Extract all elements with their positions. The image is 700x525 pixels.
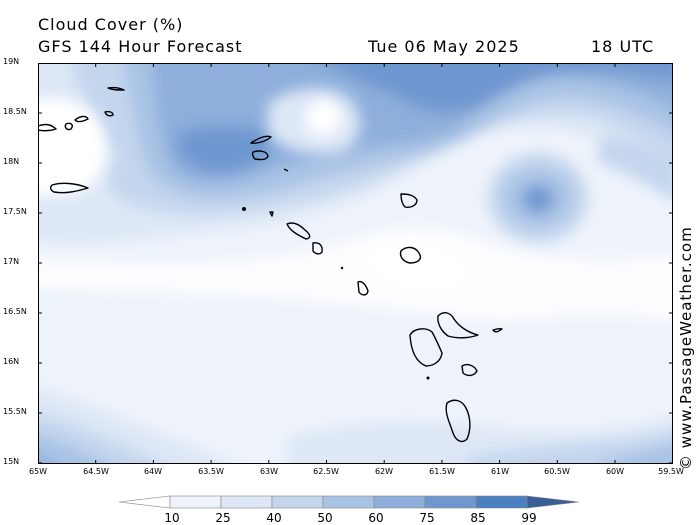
island-dots — [242, 207, 430, 380]
forecast-date: Tue 06 May 2025 — [368, 37, 520, 56]
colorbar-label: 40 — [266, 511, 282, 525]
colorbar-segment — [169, 495, 222, 509]
lon-label: 60W — [605, 467, 625, 476]
lat-ticks — [38, 63, 673, 464]
lon-label: 59.5W — [658, 467, 684, 476]
colorbar-segment — [220, 495, 273, 509]
island — [38, 123, 57, 132]
lon-label: 61.5W — [429, 467, 455, 476]
lon-label: 62.5W — [313, 467, 339, 476]
forecast-label: GFS 144 Hour Forecast — [38, 37, 243, 56]
colorbar-label: 75 — [419, 511, 435, 525]
island — [461, 363, 478, 377]
map-title: Cloud Cover (%) — [38, 15, 184, 34]
island — [64, 122, 73, 131]
lon-label: 62W — [374, 467, 394, 476]
lat-label: 17.5N — [3, 207, 27, 216]
colorbar-segment — [526, 495, 580, 509]
island — [269, 211, 274, 217]
colorbar-label: 50 — [317, 511, 333, 525]
island — [104, 110, 114, 117]
lat-label: 19N — [3, 57, 20, 66]
colorbar-segment — [118, 495, 171, 509]
colorbar-segment — [424, 495, 477, 509]
island-outlines — [38, 86, 503, 443]
island — [50, 182, 89, 194]
colorbar-segment — [271, 495, 324, 509]
island — [74, 115, 89, 123]
colorbar-label: 85 — [470, 511, 486, 525]
credit-text: © www.PassageWeather.com — [677, 226, 695, 470]
colorbar-segment — [322, 495, 375, 509]
island — [399, 246, 422, 264]
lat-label: 17N — [3, 257, 20, 266]
lon-label: 61W — [490, 467, 510, 476]
cloud-cover-field — [38, 63, 673, 464]
cloud-cover-map — [38, 63, 673, 464]
island — [445, 399, 471, 443]
lat-label: 16N — [3, 357, 20, 366]
colorbar-segment — [475, 495, 528, 509]
lat-label: 15.5N — [3, 407, 27, 416]
island — [286, 222, 311, 240]
lon-label: 64W — [143, 467, 163, 476]
lat-label: 18.5N — [3, 107, 27, 116]
lon-ticks — [38, 63, 673, 464]
lon-label: 64.5W — [83, 467, 109, 476]
island — [340, 266, 344, 270]
colorbar-label: 25 — [215, 511, 231, 525]
lon-label: 60.5W — [544, 467, 570, 476]
island — [357, 280, 369, 296]
island — [492, 327, 503, 333]
lat-label: 18N — [3, 157, 20, 166]
lon-label: 65W — [28, 467, 48, 476]
island — [437, 312, 479, 339]
forecast-time: 18 UTC — [591, 37, 655, 56]
island — [409, 328, 443, 367]
colorbar — [118, 495, 580, 509]
colorbar-label: 10 — [164, 511, 180, 525]
lon-label: 63W — [259, 467, 279, 476]
lat-label: 15N — [3, 457, 20, 466]
colorbar-label: 60 — [368, 511, 384, 525]
island — [242, 207, 246, 211]
lon-label: 63.5W — [198, 467, 224, 476]
colorbar-segment — [373, 495, 426, 509]
island — [312, 242, 323, 255]
island — [107, 86, 125, 91]
colorbar-label: 99 — [521, 511, 537, 525]
island — [251, 150, 269, 161]
island — [426, 376, 430, 380]
island — [250, 135, 272, 144]
island — [400, 193, 418, 208]
lat-label: 16.5N — [3, 307, 27, 316]
island — [283, 168, 289, 172]
